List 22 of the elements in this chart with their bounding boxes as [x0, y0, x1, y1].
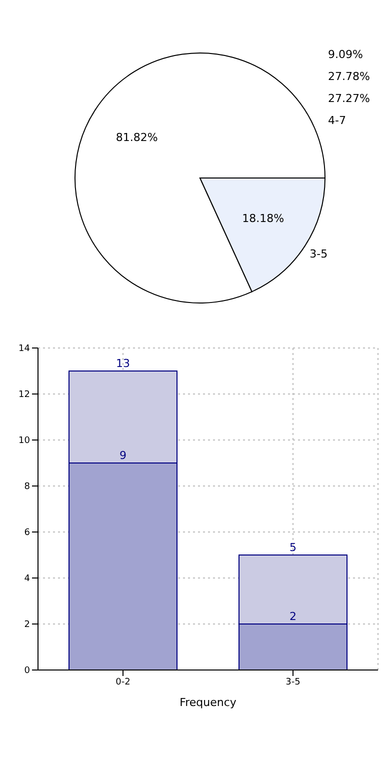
y-tick-label: 10: [18, 436, 30, 446]
y-tick-label: 8: [24, 482, 30, 492]
total-label: 5: [290, 541, 296, 554]
text: 9.09%: [328, 48, 363, 61]
y-tick-label: 6: [24, 528, 30, 538]
y-tick-label: 0: [24, 666, 30, 676]
y-tick-label: 14: [18, 344, 30, 354]
y-tick-label: 12: [18, 390, 30, 400]
data-label: 2: [290, 610, 296, 623]
y-tick-label: 2: [24, 620, 30, 630]
x-axis-title: Frequency: [180, 696, 237, 709]
text: 27.78%: [328, 70, 370, 83]
x-tick-label: 0-2: [116, 677, 130, 688]
pie-slice: [74, 52, 326, 304]
slice-label: 3-5: [310, 248, 328, 261]
text: 27.27%: [328, 92, 370, 105]
data-label: 81.82%: [116, 130, 158, 144]
data-label: 18.18%: [242, 212, 284, 226]
y-tick-label: 4: [24, 574, 30, 584]
total-label: 13: [116, 357, 130, 370]
text: 4-7: [328, 114, 346, 127]
data-label: 9: [120, 449, 126, 462]
